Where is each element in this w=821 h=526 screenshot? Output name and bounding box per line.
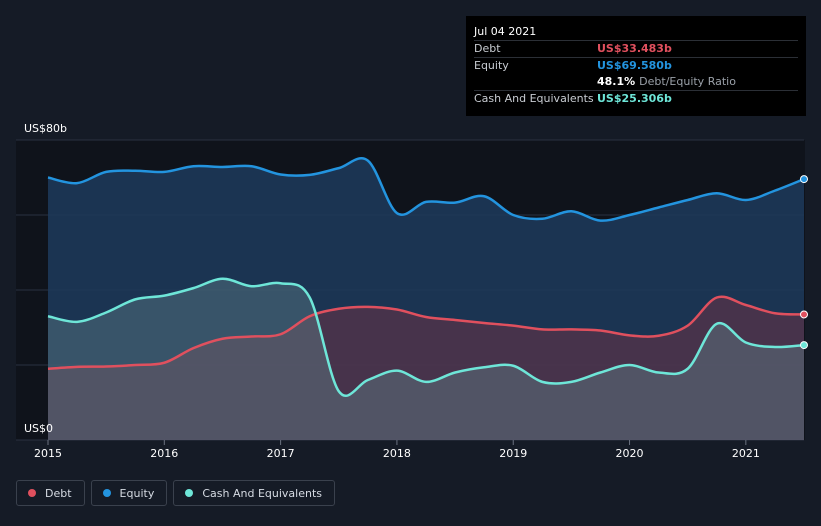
equity-line [47, 157, 805, 222]
y-tick-label-bottom: US$0 [24, 422, 53, 435]
x-tick-label: 2016 [150, 447, 178, 460]
debt-area [48, 296, 804, 440]
x-tick-label: 2017 [267, 447, 295, 460]
end-markers [800, 175, 808, 350]
x-tick-label: 2019 [499, 447, 527, 460]
legend-label-equity: Equity [119, 486, 155, 500]
tooltip-cash-value: US$25.306b [597, 92, 672, 105]
legend-item-cash[interactable]: Cash And Equivalents [173, 480, 335, 506]
legend-item-debt[interactable]: Debt [16, 480, 85, 506]
series-lines [47, 157, 805, 397]
legend-item-equity[interactable]: Equity [90, 480, 168, 506]
equity-dot-icon [102, 489, 111, 497]
tooltip-date: Jul 04 2021 [474, 25, 537, 38]
tooltip-equity-value: US$69.580b [597, 59, 672, 72]
axis-labels: US$80b US$0 2015 2016 2017 2018 2019 2020 2021 [24, 122, 760, 460]
tooltip-equity-row: Equity US$69.580b [474, 57, 798, 74]
y-tick-label-top: US$80b [24, 122, 67, 135]
legend: Debt Equity Cash And Equivalents [16, 480, 335, 506]
legend-label-cash: Cash And Equivalents [202, 486, 322, 500]
tooltip-equity-label: Equity [474, 59, 509, 72]
debt-line [47, 295, 805, 370]
x-tick-label: 2018 [383, 447, 411, 460]
series-areas [48, 158, 804, 440]
cash-and-equivalents-area [48, 278, 804, 440]
tooltip-debt-value: US$33.483b [597, 42, 672, 55]
x-tick-label: 2020 [616, 447, 644, 460]
x-tick-label: 2015 [34, 447, 62, 460]
tooltip-debt-label: Debt [474, 42, 501, 55]
tooltip-ratio-text: Debt/Equity Ratio [639, 75, 736, 88]
debt-end-point [800, 310, 808, 319]
cash-dot-icon [185, 489, 194, 497]
tooltip-debt-row: Debt US$33.483b [474, 40, 798, 57]
tooltip-ratio-row: 48.1% Debt/Equity Ratio [474, 74, 798, 90]
cash-and-equivalents-end-point [800, 341, 808, 350]
x-tick-label: 2021 [732, 447, 760, 460]
debt-dot-icon [28, 489, 36, 497]
tooltip-ratio-value: 48.1% [597, 75, 636, 88]
cash-and-equivalents-line [47, 277, 805, 397]
tooltip-cash-row: Cash And Equivalents US$25.306b [474, 90, 798, 107]
tooltip-panel: Jul 04 2021 Debt US$33.483b Equity US$69… [466, 16, 806, 116]
legend-label-debt: Debt [45, 486, 72, 500]
tooltip-cash-label: Cash And Equivalents [474, 92, 594, 105]
equity-end-point [800, 175, 808, 184]
